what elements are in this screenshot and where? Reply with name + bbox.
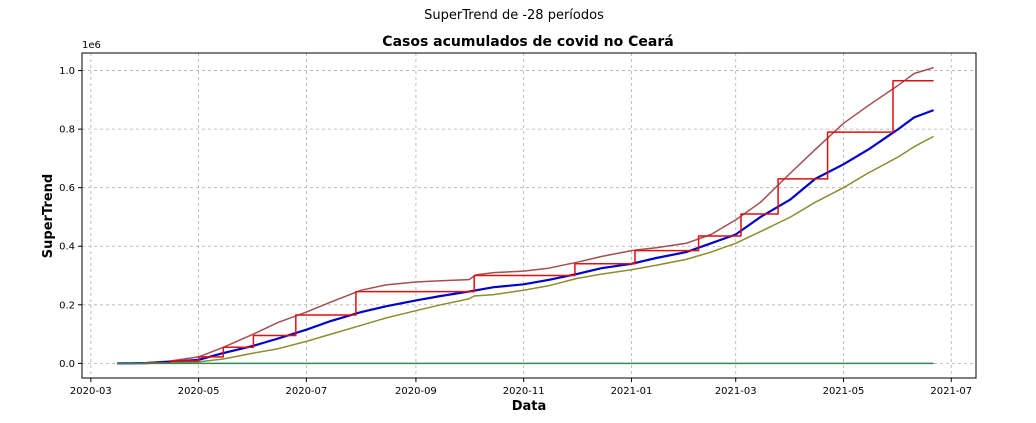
x-tick-label: 2020-09 [395,386,437,397]
x-tick-label: 2020-07 [285,386,327,397]
x-tick-label: 2020-11 [503,386,545,397]
y-tick-label: 1.0 [59,66,75,77]
x-axis: 2020-03 2020-05 2020-07 2020-09 2020-11 2021-… [70,378,972,397]
plot-frame [81,52,977,379]
mean-line [117,109,934,365]
y-tick-label: 0.4 [59,242,75,253]
lower-band-line [117,135,934,365]
y-axis: 0.0 0.2 0.4 0.6 0.8 1.0 [59,66,82,370]
x-tick-label: 2021-03 [715,386,757,397]
y-tick-label: 0.8 [59,125,75,136]
y-offset-label: 1e6 [82,40,101,51]
figure-suptitle: SuperTrend de -28 períodos [424,8,604,23]
x-axis-label: Data [512,399,547,414]
x-tick-label: 2020-03 [70,386,112,397]
series-layer [117,66,934,365]
x-tick-label: 2020-05 [178,386,220,397]
y-tick-label: 0.6 [59,183,75,194]
y-tick-label: 0.2 [59,300,75,311]
chart-title: Casos acumulados de covid no Ceará [382,34,673,50]
grid [82,53,976,378]
y-axis-label: SuperTrend [41,174,56,258]
x-tick-label: 2021-01 [611,386,653,397]
upper-band-line [117,66,934,365]
x-tick-label: 2021-07 [930,386,972,397]
supertrend-step-line [117,80,934,365]
x-tick-label: 2021-05 [823,386,865,397]
y-tick-label: 0.0 [59,359,75,370]
